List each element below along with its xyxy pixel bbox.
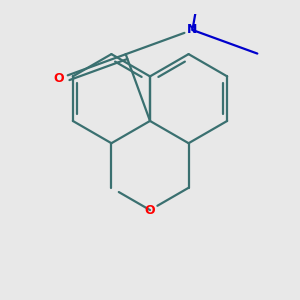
Text: N: N (187, 23, 198, 36)
Text: O: O (145, 204, 155, 217)
Text: O: O (54, 72, 64, 85)
